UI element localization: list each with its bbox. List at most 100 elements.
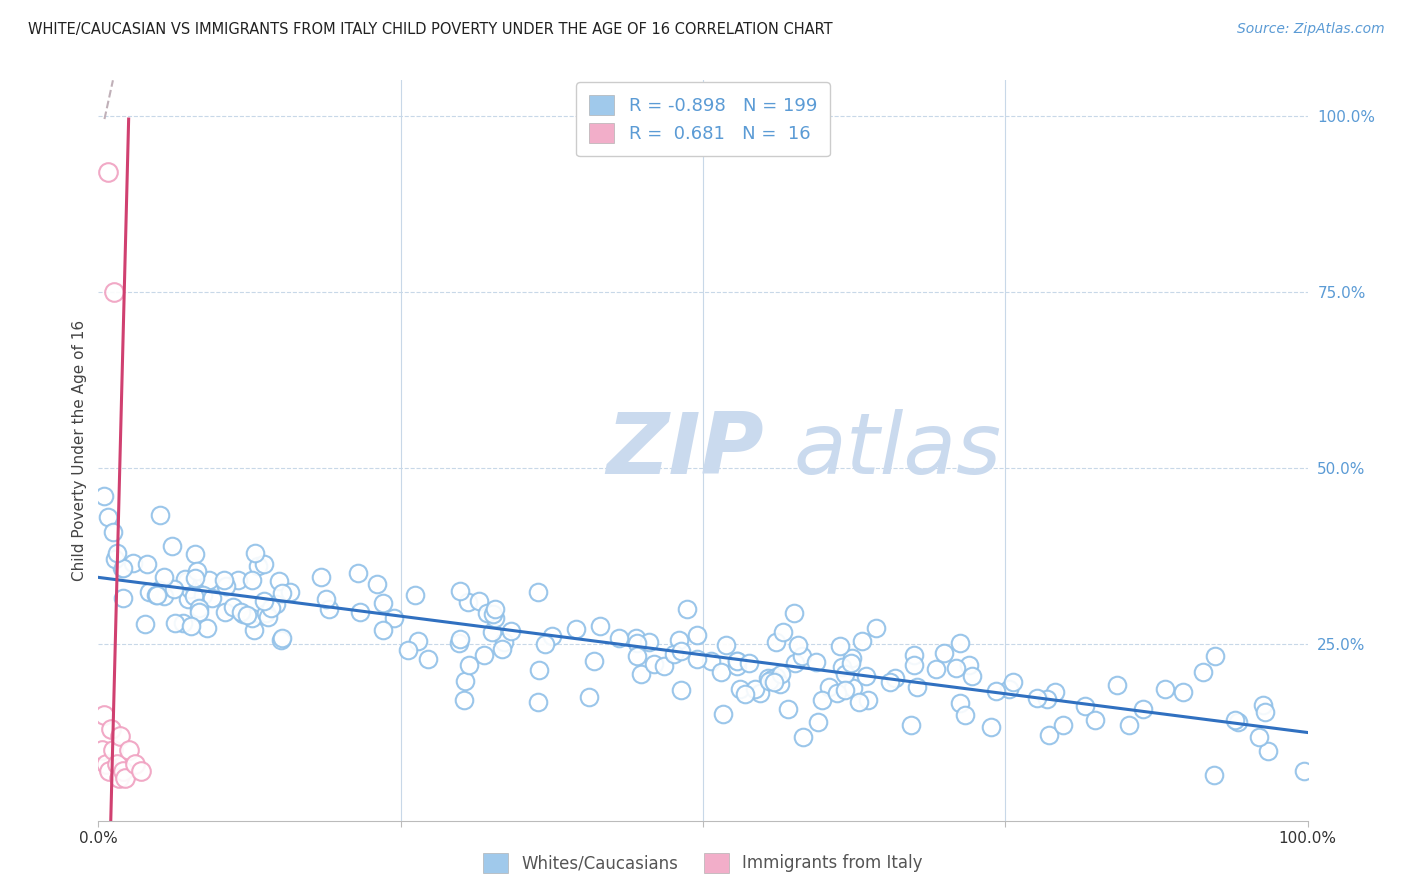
Point <box>792 730 814 744</box>
Point <box>101 743 124 757</box>
Point <box>111 561 134 575</box>
Point <box>91 743 114 757</box>
Point <box>366 577 388 591</box>
Point <box>630 667 652 681</box>
Point <box>449 632 471 646</box>
Point <box>111 561 134 575</box>
Point <box>104 551 127 566</box>
Point <box>763 675 786 690</box>
Point <box>865 621 887 635</box>
Point <box>162 539 184 553</box>
Point <box>949 635 972 649</box>
Point <box>135 558 157 572</box>
Point <box>247 559 270 574</box>
Point <box>416 652 439 666</box>
Point <box>725 654 748 668</box>
Point <box>1153 681 1175 696</box>
Point <box>830 640 852 654</box>
Point <box>162 582 184 596</box>
Point <box>243 546 266 560</box>
Point <box>145 588 167 602</box>
Text: ZIP: ZIP <box>606 409 763 492</box>
Point <box>637 634 659 648</box>
Point <box>925 662 948 676</box>
Point <box>527 585 550 599</box>
Point <box>108 772 131 786</box>
Point <box>744 682 766 697</box>
Point <box>1254 706 1277 720</box>
Point <box>349 605 371 619</box>
Point <box>232 607 254 621</box>
Point <box>998 681 1021 696</box>
Point <box>626 648 648 663</box>
Point <box>371 623 394 637</box>
Text: WHITE/CAUCASIAN VS IMMIGRANTS FROM ITALY CHILD POVERTY UNDER THE AGE OF 16 CORRE: WHITE/CAUCASIAN VS IMMIGRANTS FROM ITALY… <box>28 22 832 37</box>
Point <box>197 621 219 635</box>
Point <box>855 669 877 683</box>
Point <box>761 672 783 686</box>
Point <box>792 648 814 663</box>
Point <box>173 572 195 586</box>
Point <box>186 564 208 578</box>
Point <box>482 607 505 621</box>
Point <box>1204 648 1226 663</box>
Legend: Whites/Caucasians, Immigrants from Italy: Whites/Caucasians, Immigrants from Italy <box>477 847 929 880</box>
Point <box>565 623 588 637</box>
Point <box>728 682 751 697</box>
Point <box>776 702 799 716</box>
Point <box>468 594 491 608</box>
Point <box>93 707 115 722</box>
Point <box>1107 678 1129 692</box>
Point <box>97 510 120 524</box>
Point <box>1247 730 1270 744</box>
Point <box>1038 728 1060 742</box>
Point <box>578 690 600 705</box>
Text: atlas: atlas <box>793 409 1001 492</box>
Point <box>215 579 238 593</box>
Point <box>449 584 471 599</box>
Point <box>624 631 647 645</box>
Point <box>534 637 557 651</box>
Point <box>765 635 787 649</box>
Point <box>492 635 515 649</box>
Point <box>100 722 122 736</box>
Point <box>481 625 503 640</box>
Point <box>1253 698 1275 712</box>
Point <box>787 638 810 652</box>
Point <box>404 588 426 602</box>
Point <box>957 658 980 673</box>
Point <box>1192 665 1215 680</box>
Point <box>686 651 709 665</box>
Text: Source: ZipAtlas.com: Source: ZipAtlas.com <box>1237 22 1385 37</box>
Point <box>851 634 873 648</box>
Point <box>848 696 870 710</box>
Point <box>905 681 928 695</box>
Point <box>278 585 301 599</box>
Point <box>105 757 128 772</box>
Point <box>184 547 207 561</box>
Point <box>179 582 201 596</box>
Point <box>725 654 748 668</box>
Point <box>713 707 735 722</box>
Point <box>1292 764 1315 779</box>
Point <box>124 757 146 772</box>
Point <box>1052 718 1074 732</box>
Point <box>114 772 136 786</box>
Point <box>184 571 207 585</box>
Point <box>105 546 128 560</box>
Point <box>716 638 738 652</box>
Point <box>318 601 340 615</box>
Point <box>825 685 848 699</box>
Point <box>589 619 612 633</box>
Point <box>484 602 506 616</box>
Point <box>347 566 370 580</box>
Point <box>148 583 170 598</box>
Point <box>97 165 120 179</box>
Point <box>477 606 499 620</box>
Point <box>264 597 287 611</box>
Point <box>1202 768 1225 782</box>
Point <box>737 657 759 671</box>
Point <box>769 677 792 691</box>
Point <box>267 574 290 589</box>
Point <box>1001 674 1024 689</box>
